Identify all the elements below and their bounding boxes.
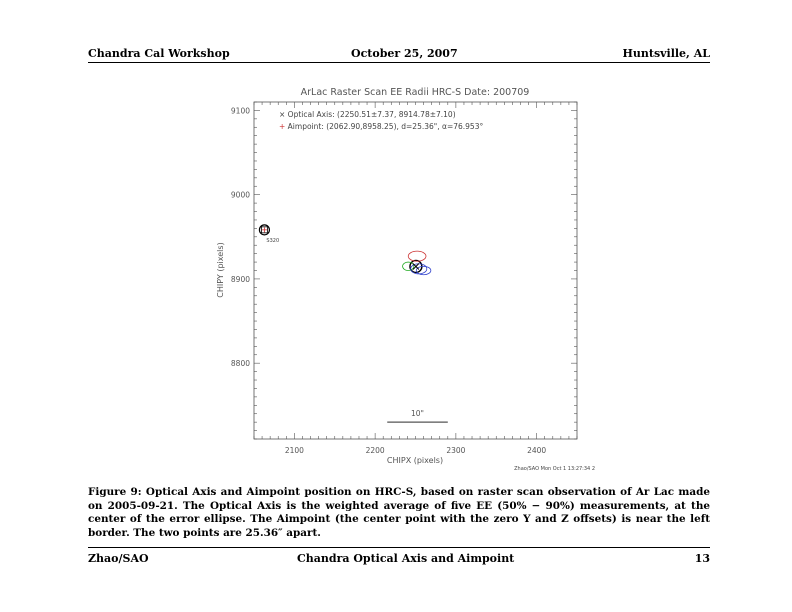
header-right: Huntsville, AL <box>622 47 710 60</box>
ee-ellipse <box>415 265 432 276</box>
chart-marks: S320 10" <box>258 224 448 423</box>
chart-title: ArLac Raster Scan EE Radii HRC-S Date: 2… <box>301 87 530 98</box>
axis-ticks: 2100 2200 2300 2400 8800 8900 9000 9100 <box>231 101 578 455</box>
x-tick-label: 2100 <box>285 446 304 455</box>
y-axis-label: CHIPY (pixels) <box>216 242 225 297</box>
aimpoint-label: S320 <box>266 238 279 244</box>
x-tick-label: 2400 <box>527 446 546 455</box>
x-tick-label: 2300 <box>446 446 465 455</box>
legend-optical-axis: × Optical Axis: (2250.51±7.37, 8914.78±7… <box>279 110 456 119</box>
footer-right: 13 <box>694 552 710 565</box>
footer-rule <box>88 547 710 548</box>
scale-bar-label: 10" <box>411 409 424 418</box>
plot-stamp: Zhao/SAO Mon Oct 1 13:27:34 2 <box>514 466 595 472</box>
header-rule <box>88 62 710 63</box>
figure-caption: Figure 9: Optical Axis and Aimpoint posi… <box>88 486 710 539</box>
y-tick-label: 9100 <box>231 106 250 115</box>
aimpoint-square <box>261 226 268 234</box>
footer-left: Zhao/SAO <box>88 552 149 565</box>
y-tick-label: 8800 <box>231 359 250 368</box>
header-left: Chandra Cal Workshop <box>88 47 230 60</box>
ee-ellipse <box>402 261 415 271</box>
footer-center: Chandra Optical Axis and Aimpoint <box>297 552 515 565</box>
x-tick-label: 2200 <box>366 446 385 455</box>
plot-frame <box>253 101 578 440</box>
legend-aimpoint: + Aimpoint: (2062.90,8958.25), d=25.36",… <box>279 122 483 131</box>
x-axis-label: CHIPX (pixels) <box>387 456 443 465</box>
y-tick-label: 9000 <box>231 191 250 200</box>
header-center: October 25, 2007 <box>351 47 458 60</box>
aimpoint-circle <box>258 224 271 236</box>
ee-ellipse <box>407 250 427 262</box>
optical-axis-marker-b <box>412 263 420 270</box>
y-tick-label: 8900 <box>231 275 250 284</box>
